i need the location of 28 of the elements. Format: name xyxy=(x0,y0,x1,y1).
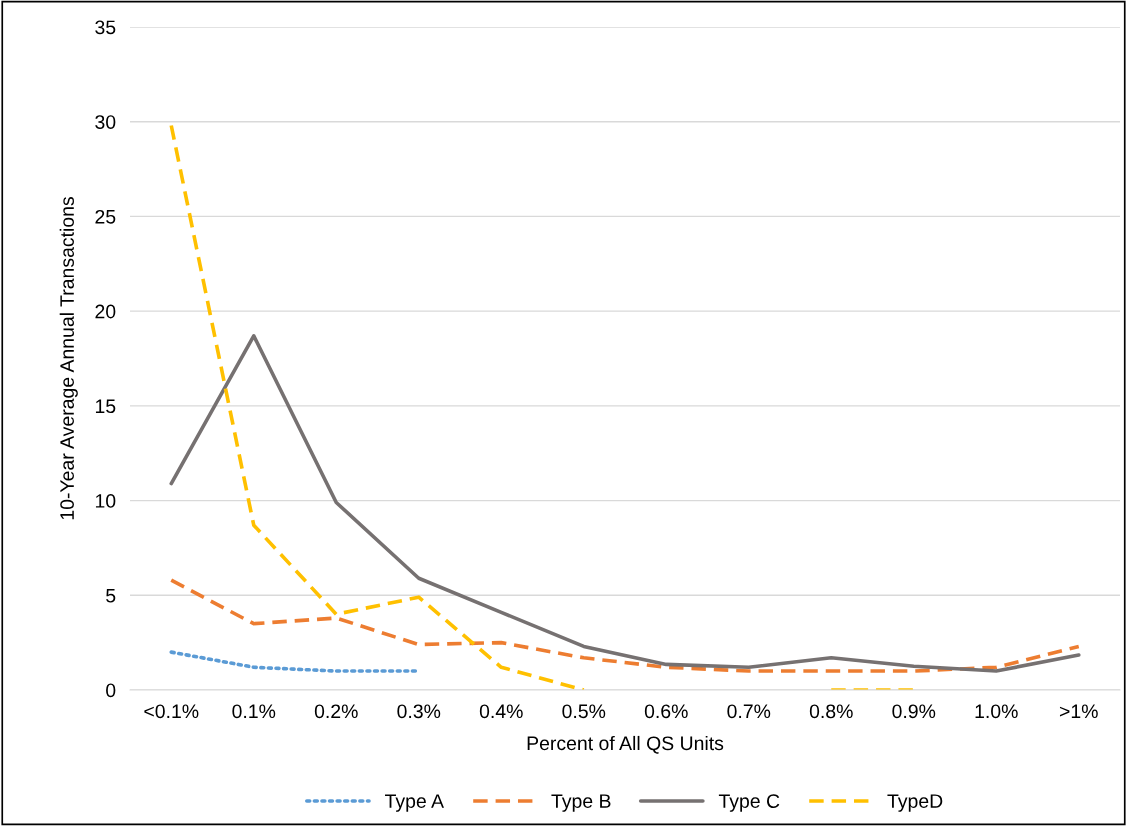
x-tick-label: 0.2% xyxy=(314,704,358,719)
y-tick-label: 15 xyxy=(95,399,116,414)
y-tick-label: 25 xyxy=(95,209,116,224)
x-tick-label: 0.8% xyxy=(809,704,853,719)
x-tick-label: 0.7% xyxy=(727,704,771,719)
y-axis-title: 10-Year Average Annual Transactions xyxy=(59,197,78,520)
x-tick-label: <0.1% xyxy=(144,704,199,719)
line-series xyxy=(169,333,1081,673)
x-tick-label: 0.3% xyxy=(397,704,441,719)
y-tick-label: 35 xyxy=(95,20,116,35)
x-tick-label: 0.9% xyxy=(892,704,936,719)
x-tick-label: >1% xyxy=(1059,704,1098,719)
legend-label: TypeD xyxy=(887,794,943,812)
x-tick-label: 1.0% xyxy=(975,704,1018,719)
y-tick-label: 0 xyxy=(106,683,116,698)
x-tick-label: 0.4% xyxy=(479,704,523,719)
legend-label: Type A xyxy=(385,794,444,812)
x-axis-title: Percent of All QS Units xyxy=(527,735,724,754)
line-series xyxy=(169,578,1081,673)
x-tick-label: 0.6% xyxy=(644,704,688,719)
legend-label: Type C xyxy=(718,794,780,812)
legend-label: Type B xyxy=(551,794,611,812)
y-tick-label: 10 xyxy=(95,494,116,508)
y-tick-label: 5 xyxy=(106,588,116,603)
x-tick-label: 0.1% xyxy=(232,704,276,719)
x-tick-label: 0.5% xyxy=(562,704,606,719)
y-tick-label: 20 xyxy=(95,304,116,319)
y-tick-label: 30 xyxy=(95,115,116,129)
